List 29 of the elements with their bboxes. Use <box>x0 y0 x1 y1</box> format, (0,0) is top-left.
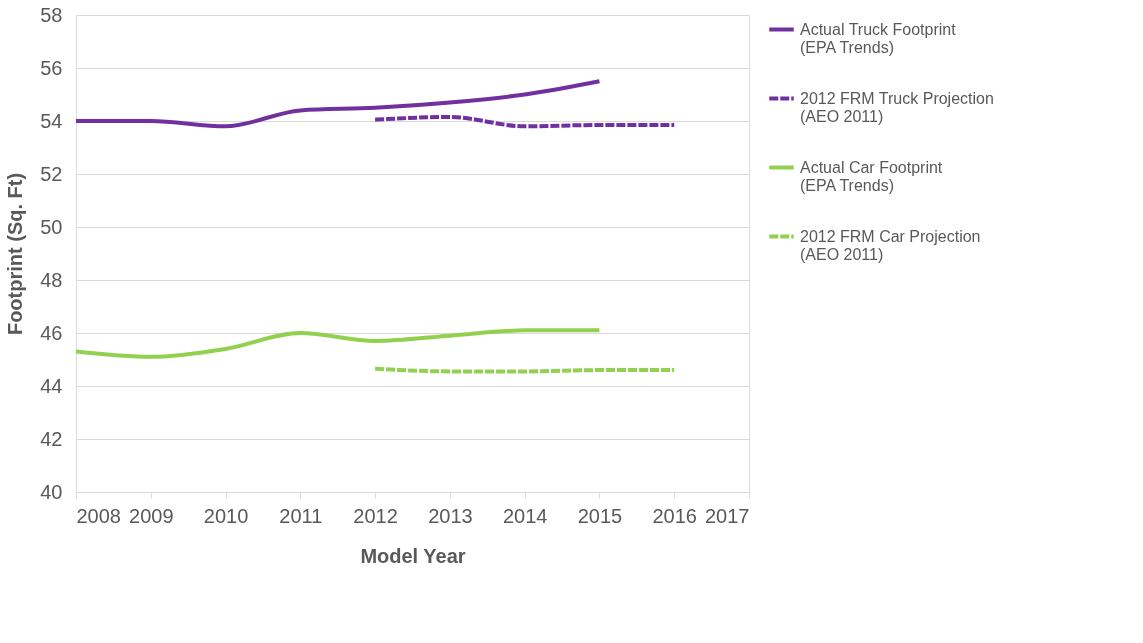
y-tick-label: 40 <box>40 480 63 503</box>
x-tick-label: 2008 <box>76 504 121 527</box>
legend-label: Actual Truck Footprint (EPA Trends) <box>800 20 957 56</box>
legend-label: 2012 FRM Truck Projection (AEO 2011) <box>800 89 994 125</box>
y-tick-label: 42 <box>40 427 63 450</box>
x-tick-label: 2013 <box>428 504 473 527</box>
legend-label: Actual Car Footprint (EPA Trends) <box>800 158 943 194</box>
line-series <box>74 79 602 129</box>
y-axis-title: Footprint (Sq. Ft) <box>4 172 27 336</box>
y-tick-label: 56 <box>40 56 63 79</box>
x-tick-label: 2012 <box>353 504 398 527</box>
x-tick-label: 2016 <box>652 504 697 527</box>
legend-label: 2012 FRM Car Projection (AEO 2011) <box>800 227 981 263</box>
y-tick-label: 48 <box>40 268 63 291</box>
y-tick-label: 46 <box>40 321 63 344</box>
y-tick-label: 54 <box>40 109 63 132</box>
y-tick-label: 58 <box>40 3 63 26</box>
line-series <box>74 328 602 359</box>
y-tick-label: 44 <box>40 374 63 397</box>
x-axis-title: Model Year <box>360 544 466 567</box>
line-series <box>373 115 677 129</box>
x-tick-label: 2009 <box>129 504 174 527</box>
x-tick-label: 2010 <box>203 504 249 527</box>
x-tick-label: 2015 <box>577 504 623 527</box>
x-tick-label: 2014 <box>502 504 548 527</box>
x-tick-label: 2017 <box>705 504 750 527</box>
y-tick-label: 50 <box>40 215 63 238</box>
x-tick-label: 2011 <box>279 504 323 527</box>
y-tick-label: 52 <box>40 162 63 185</box>
